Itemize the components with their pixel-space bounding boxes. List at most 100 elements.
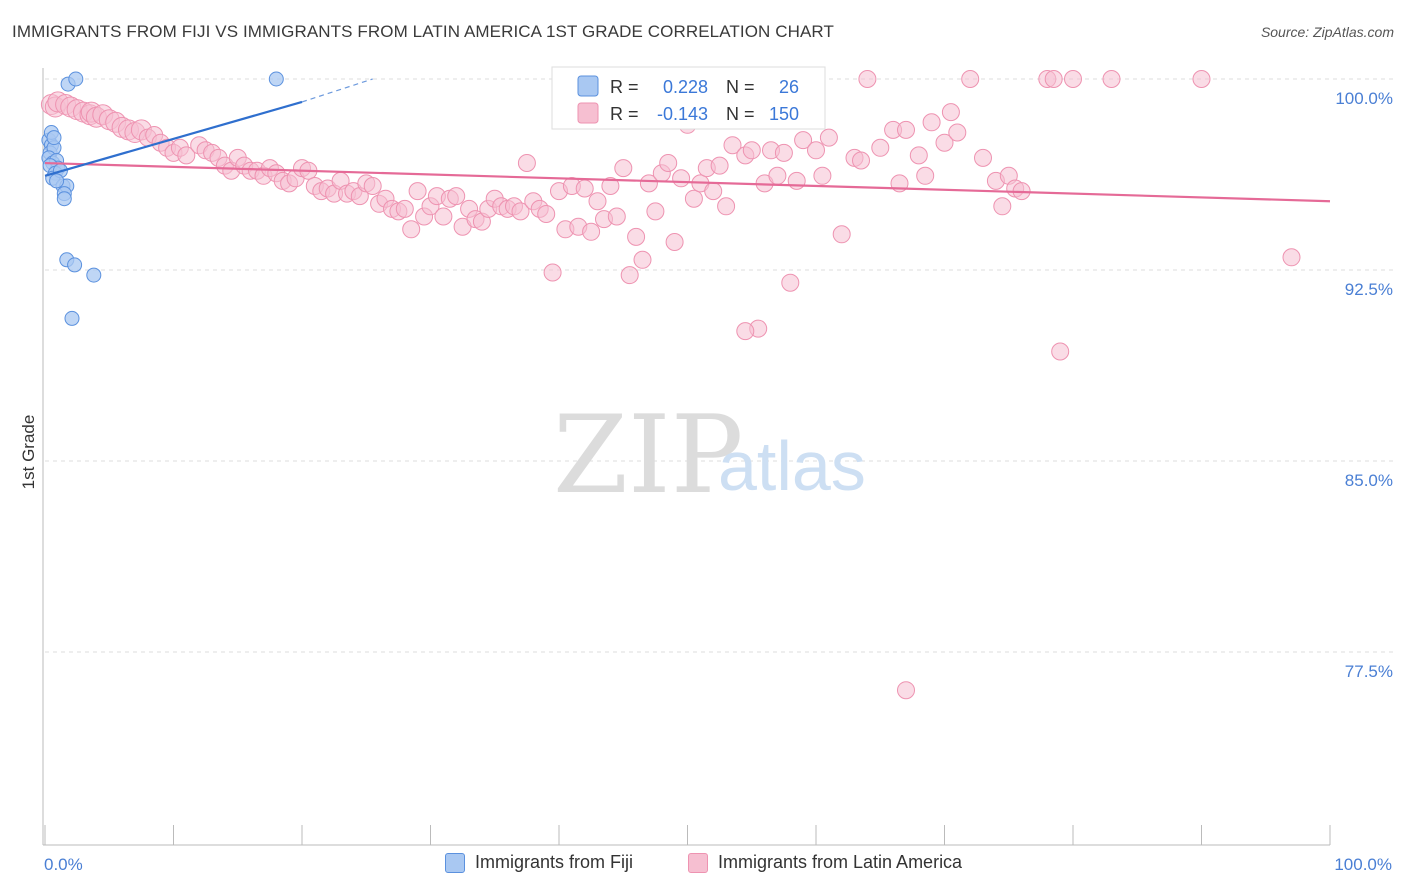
- latam-point-145: [1051, 342, 1070, 361]
- latam-point-105: [710, 156, 729, 175]
- latam-point-135: [948, 123, 967, 142]
- latam-point-86: [588, 192, 607, 211]
- y-tick-label-3: 77.5%: [1345, 662, 1393, 681]
- latam-point-23: [177, 146, 196, 165]
- stats-fiji-n-value: 26: [779, 77, 799, 97]
- fiji-point-15: [56, 191, 72, 207]
- fiji-point-24: [64, 310, 80, 326]
- stats-latam-n-label: N =: [726, 104, 755, 124]
- stats-fiji-r-label: R =: [610, 77, 639, 97]
- latam-point-126: [871, 138, 890, 157]
- x-tick-label-max: 100.0%: [1334, 855, 1392, 874]
- fiji-point-20: [268, 71, 284, 87]
- latam-point-116: [781, 273, 800, 292]
- latam-point-101: [684, 189, 703, 208]
- stats-latam-r-label: R =: [610, 104, 639, 124]
- watermark-atlas: atlas: [718, 427, 866, 505]
- latam-point-84: [575, 179, 594, 198]
- fiji-point-23: [86, 267, 102, 283]
- legend-swatch-fiji: [445, 852, 465, 873]
- stats-fiji-n-label: N =: [726, 77, 755, 97]
- latam-point-110: [742, 141, 761, 160]
- latam-point-130: [909, 146, 928, 165]
- latam-point-85: [582, 222, 601, 241]
- latam-point-64: [447, 187, 466, 206]
- latam-point-119: [807, 141, 825, 160]
- latam-point-104: [704, 182, 723, 201]
- latam-point-144: [1044, 70, 1063, 88]
- latam-point-137: [974, 148, 992, 167]
- latam-point-90: [614, 159, 633, 178]
- latam-point-133: [935, 133, 954, 152]
- latam-point-93: [633, 250, 652, 269]
- latam-point-98: [665, 233, 684, 251]
- latam-points: [40, 70, 1301, 700]
- bottom-legend: Immigrants from Fiji Immigrants from Lat…: [0, 850, 1406, 880]
- latam-point-151: [736, 322, 755, 341]
- fiji-trendline: [44, 100, 303, 177]
- latam-point-121: [819, 128, 838, 147]
- latam-point-58: [408, 182, 427, 201]
- trendlines: [44, 78, 1331, 203]
- latam-point-131: [916, 166, 935, 185]
- x-tick-label-min: 0.0%: [44, 855, 83, 874]
- fiji-point-25: [49, 173, 65, 189]
- legend-item-fiji[interactable]: Immigrants from Fiji: [445, 852, 633, 873]
- stats-latam-r-value: -0.143: [657, 104, 708, 124]
- latam-point-148: [1192, 70, 1211, 88]
- latam-point-132: [922, 113, 941, 132]
- latam-point-150: [897, 681, 915, 700]
- latam-point-139: [993, 197, 1012, 216]
- chart-title: IMMIGRANTS FROM FIJI VS IMMIGRANTS FROM …: [12, 22, 834, 41]
- latam-point-120: [813, 166, 832, 185]
- latam-point-99: [672, 169, 691, 188]
- legend-item-latam[interactable]: Immigrants from Latin America: [688, 852, 962, 873]
- latam-point-107: [723, 136, 742, 155]
- latam-trendline: [44, 161, 1331, 203]
- latam-point-125: [858, 70, 877, 88]
- latam-point-57: [402, 220, 421, 239]
- latam-point-147: [1102, 70, 1121, 88]
- y-tick-label-0: 100.0%: [1335, 89, 1393, 108]
- latam-point-106: [717, 197, 736, 216]
- latam-point-136: [961, 70, 980, 88]
- y-tick-label-1: 92.5%: [1345, 280, 1393, 299]
- latam-point-122: [832, 225, 851, 244]
- stats-legend-latam-swatch: [577, 102, 599, 124]
- latam-point-62: [434, 207, 453, 226]
- latam-point-56: [395, 199, 414, 218]
- source-credit: Source: ZipAtlas.com: [1260, 24, 1394, 40]
- latam-point-129: [897, 120, 915, 139]
- latam-point-78: [537, 205, 556, 223]
- stats-legend: R = 0.228 N = 26 R = -0.143 N = 150: [551, 66, 826, 130]
- y-tick-label-2: 85.0%: [1345, 471, 1393, 490]
- latam-point-124: [852, 151, 870, 170]
- y-tick-labels: 100.0% 92.5% 85.0% 77.5%: [1335, 89, 1393, 681]
- y-axis-label: 1st Grade: [19, 415, 38, 490]
- legend-label-fiji: Immigrants from Fiji: [475, 852, 634, 872]
- watermark-zip: ZIP: [553, 393, 743, 518]
- stats-fiji-r-value: 0.228: [663, 77, 708, 97]
- latam-point-149: [1282, 248, 1301, 267]
- latam-point-146: [1064, 70, 1082, 88]
- latam-point-94: [639, 174, 658, 193]
- latam-point-89: [607, 207, 626, 226]
- stats-latam-n-value: 150: [769, 104, 799, 124]
- latam-point-75: [517, 154, 536, 172]
- latam-point-118: [794, 131, 813, 150]
- latam-point-134: [941, 103, 960, 122]
- latam-point-79: [543, 263, 562, 282]
- latam-point-51: [363, 177, 382, 195]
- latam-point-74: [511, 202, 530, 221]
- latam-point-117: [787, 171, 806, 190]
- latam-point-97: [659, 154, 678, 172]
- latam-point-114: [768, 166, 787, 185]
- latam-point-91: [620, 266, 639, 285]
- latam-point-115: [774, 143, 793, 162]
- fiji-point-22: [67, 257, 83, 273]
- fiji-trendline-extension: [301, 78, 373, 103]
- axes: [42, 68, 1331, 846]
- latam-point-92: [627, 227, 646, 246]
- latam-point-95: [646, 202, 665, 221]
